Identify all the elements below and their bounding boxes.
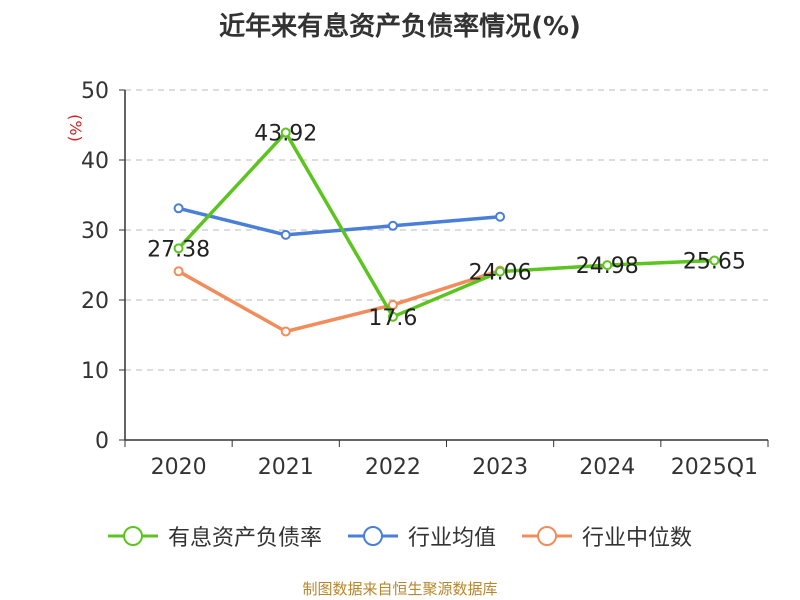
legend-item[interactable]: 行业均值	[347, 520, 496, 552]
data-source-note: 制图数据来自恒生聚源数据库	[302, 580, 498, 598]
y-tick-label: 0	[95, 429, 109, 454]
data-label: 17.6	[368, 306, 417, 331]
x-tick-label: 2021	[258, 455, 314, 480]
legend-swatch-icon	[107, 526, 158, 546]
y-axis-label: (%)	[66, 114, 85, 142]
data-point	[280, 229, 291, 240]
chart-title: 近年来有息资产负债率情况(%)	[219, 12, 581, 42]
chart-legend: 有息资产负债率 行业均值 行业中位数	[0, 520, 800, 552]
series-line	[178, 206, 501, 237]
legend-item[interactable]: 有息资产负债率	[107, 520, 322, 552]
y-tick-label: 50	[81, 79, 109, 104]
data-point	[173, 266, 184, 277]
x-tick-label: 2024	[579, 455, 635, 480]
data-point	[173, 243, 184, 254]
data-point	[387, 311, 398, 322]
series-line	[177, 130, 715, 319]
data-point	[280, 326, 291, 337]
legend-label: 行业中位数	[582, 526, 693, 551]
x-tick-label: 2020	[151, 455, 207, 480]
legend-swatch-icon	[522, 526, 572, 546]
legend-item[interactable]: 行业中位数	[522, 520, 692, 552]
x-tick-label: 2025Q1	[671, 455, 758, 480]
data-point	[602, 260, 613, 271]
data-label: 25.65	[683, 249, 746, 274]
data-point	[387, 299, 398, 310]
data-point	[280, 127, 291, 138]
data-label: 43.92	[254, 122, 317, 147]
data-point	[709, 255, 720, 266]
y-tick-label: 30	[81, 219, 109, 244]
series-line	[177, 268, 501, 334]
y-tick-label: 40	[81, 149, 109, 174]
x-tick-label: 2023	[472, 455, 528, 480]
y-tick-label: 20	[81, 289, 109, 314]
legend-swatch-icon	[347, 526, 398, 546]
data-point	[173, 203, 184, 214]
legend-label: 有息资产负债率	[167, 526, 322, 551]
data-label: 24.06	[469, 261, 532, 286]
y-tick-label: 10	[81, 359, 109, 384]
data-point	[387, 220, 398, 231]
data-label: 27.38	[147, 237, 210, 262]
data-point	[495, 211, 506, 222]
legend-label: 行业均值	[407, 526, 496, 551]
data-label: 24.98	[576, 254, 639, 279]
data-point	[495, 266, 506, 277]
x-tick-label: 2022	[365, 455, 421, 480]
